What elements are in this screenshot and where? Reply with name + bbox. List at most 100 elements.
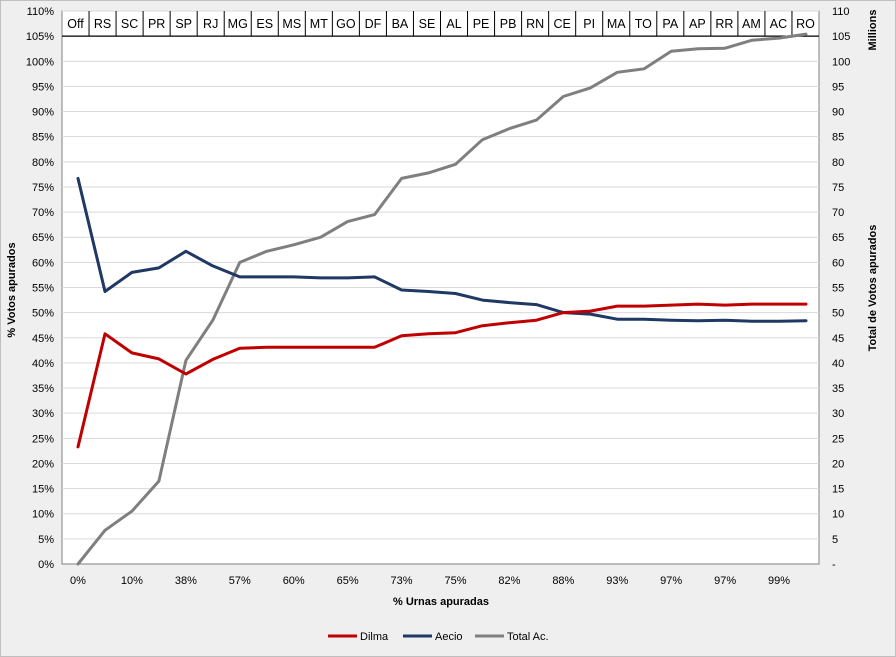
state-label-pb: PB (500, 17, 517, 31)
left-tick-label: 75% (32, 182, 54, 194)
left-tick-label: 110% (27, 6, 55, 18)
right-tick-label: 40 (832, 358, 844, 370)
right-axis-title: Total de Votos apurados (867, 225, 879, 352)
left-tick-label: 30% (32, 408, 54, 420)
right-tick-label: 105 (832, 31, 850, 43)
state-label-se: SE (419, 17, 436, 31)
gridlines (62, 10, 819, 540)
right-tick-label: 80 (832, 157, 844, 169)
left-tick-label: 20% (32, 458, 54, 470)
state-label-al: AL (446, 17, 461, 31)
right-tick-label: 25 (832, 433, 844, 445)
state-label-ap: AP (689, 17, 706, 31)
state-label-ma: MA (607, 17, 626, 31)
left-tick-label: 90% (32, 107, 54, 119)
x-tick-label: 82% (498, 575, 520, 587)
left-tick-label: 105% (26, 31, 54, 43)
state-label-ms: MS (282, 17, 301, 31)
left-tick-label: 60% (32, 257, 54, 269)
right-tick-label: 15 (832, 484, 844, 496)
x-tick-label: 60% (283, 575, 305, 587)
right-tick-label: - (832, 559, 836, 571)
x-tick-label: 75% (444, 575, 466, 587)
x-tick-label: 97% (714, 575, 736, 587)
left-tick-label: 45% (32, 333, 54, 345)
x-tick-label: 97% (660, 575, 682, 587)
x-tick-label: 88% (552, 575, 574, 587)
right-tick-label: 75 (832, 182, 844, 194)
right-tick-label: 55 (832, 283, 844, 295)
state-label-df: DF (365, 17, 382, 31)
state-label-ce: CE (553, 17, 570, 31)
x-tick-label: 65% (337, 575, 359, 587)
left-tick-label: 10% (32, 509, 54, 521)
state-label-pe: PE (473, 17, 490, 31)
state-label-rj: RJ (203, 17, 218, 31)
left-tick-label: 100% (26, 56, 54, 68)
state-label-rr: RR (715, 17, 733, 31)
x-tick-label: 0% (70, 575, 86, 587)
x-tick-label: 38% (175, 575, 197, 587)
x-tick-label: 73% (391, 575, 413, 587)
right-tick-label: 70 (832, 207, 844, 219)
left-tick-label: 40% (32, 358, 54, 370)
right-tick-label: 10 (832, 509, 844, 521)
legend: Dilma Aecio Total Ac. (328, 631, 549, 643)
right-axis-unit: Millions (867, 10, 879, 51)
state-label-ba: BA (392, 17, 409, 31)
left-tick-label: 95% (32, 81, 54, 93)
state-label-to: TO (635, 17, 652, 31)
right-tick-label: 45 (832, 333, 844, 345)
right-tick-label: 100 (832, 56, 850, 68)
state-label-mg: MG (228, 17, 248, 31)
left-tick-label: 0% (38, 559, 54, 571)
state-label-es: ES (256, 17, 273, 31)
left-tick-label: 55% (32, 283, 54, 295)
right-tick-label: 20 (832, 458, 844, 470)
state-label-ac: AC (770, 17, 787, 31)
series-line-dilma (76, 302, 808, 449)
left-tick-label: 70% (32, 207, 54, 219)
x-tick-label: 57% (229, 575, 251, 587)
state-label-go: GO (336, 17, 356, 31)
left-tick-label: 80% (32, 157, 54, 169)
state-label-mt: MT (310, 17, 328, 31)
state-label-rs: RS (94, 17, 111, 31)
right-tick-label: 5 (832, 534, 838, 546)
right-tick-label: 65 (832, 232, 844, 244)
state-label-row: Off RS SC PR SP RJ MG ES MS MT GO DF BA SE AL PE PB RN CE P… (67, 11, 815, 37)
left-tick-label: 35% (32, 383, 54, 395)
left-tick-label: 15% (32, 484, 54, 496)
left-tick-label: 5% (38, 534, 54, 546)
legend-label-dilma: Dilma (360, 631, 389, 643)
right-tick-label: 85 (832, 132, 844, 144)
state-label-sc: SC (121, 17, 138, 31)
legend-label-total: Total Ac. (507, 631, 549, 643)
right-axis-tick-labels: - 5 10 15 20 25 30 35 40 45 50 55 60 65 70 75 80 85 90 95 10… (832, 6, 850, 571)
x-tick-label: 93% (606, 575, 628, 587)
state-label-rn: RN (526, 17, 544, 31)
series-lines (76, 32, 808, 566)
state-label-pr: PR (148, 17, 165, 31)
left-axis-title: % Votos apurados (6, 242, 18, 337)
legend-label-aecio: Aecio (435, 631, 463, 643)
state-label-off: Off (67, 17, 84, 31)
x-tick-label: 99% (768, 575, 790, 587)
left-tick-label: 65% (32, 232, 54, 244)
state-label-pa: PA (662, 17, 678, 31)
x-tick-label: 10% (121, 575, 143, 587)
right-tick-label: 35 (832, 383, 844, 395)
state-label-ro: RO (796, 17, 815, 31)
state-label-am: AM (742, 17, 761, 31)
right-tick-label: 30 (832, 408, 844, 420)
right-tick-label: 60 (832, 257, 844, 269)
x-axis-title: % Urnas apuradas (393, 596, 489, 608)
right-tick-label: 95 (832, 81, 844, 93)
state-label-pi: PI (583, 17, 595, 31)
right-tick-label: 110 (832, 6, 850, 18)
left-tick-label: 25% (32, 433, 54, 445)
left-tick-label: 85% (32, 132, 54, 144)
left-tick-label: 50% (32, 308, 54, 320)
x-axis-tick-labels: 0% 10% 38% 57% 60% 65% 73% 75% 82% 88% 93% 97% 97% 99… (70, 575, 790, 587)
